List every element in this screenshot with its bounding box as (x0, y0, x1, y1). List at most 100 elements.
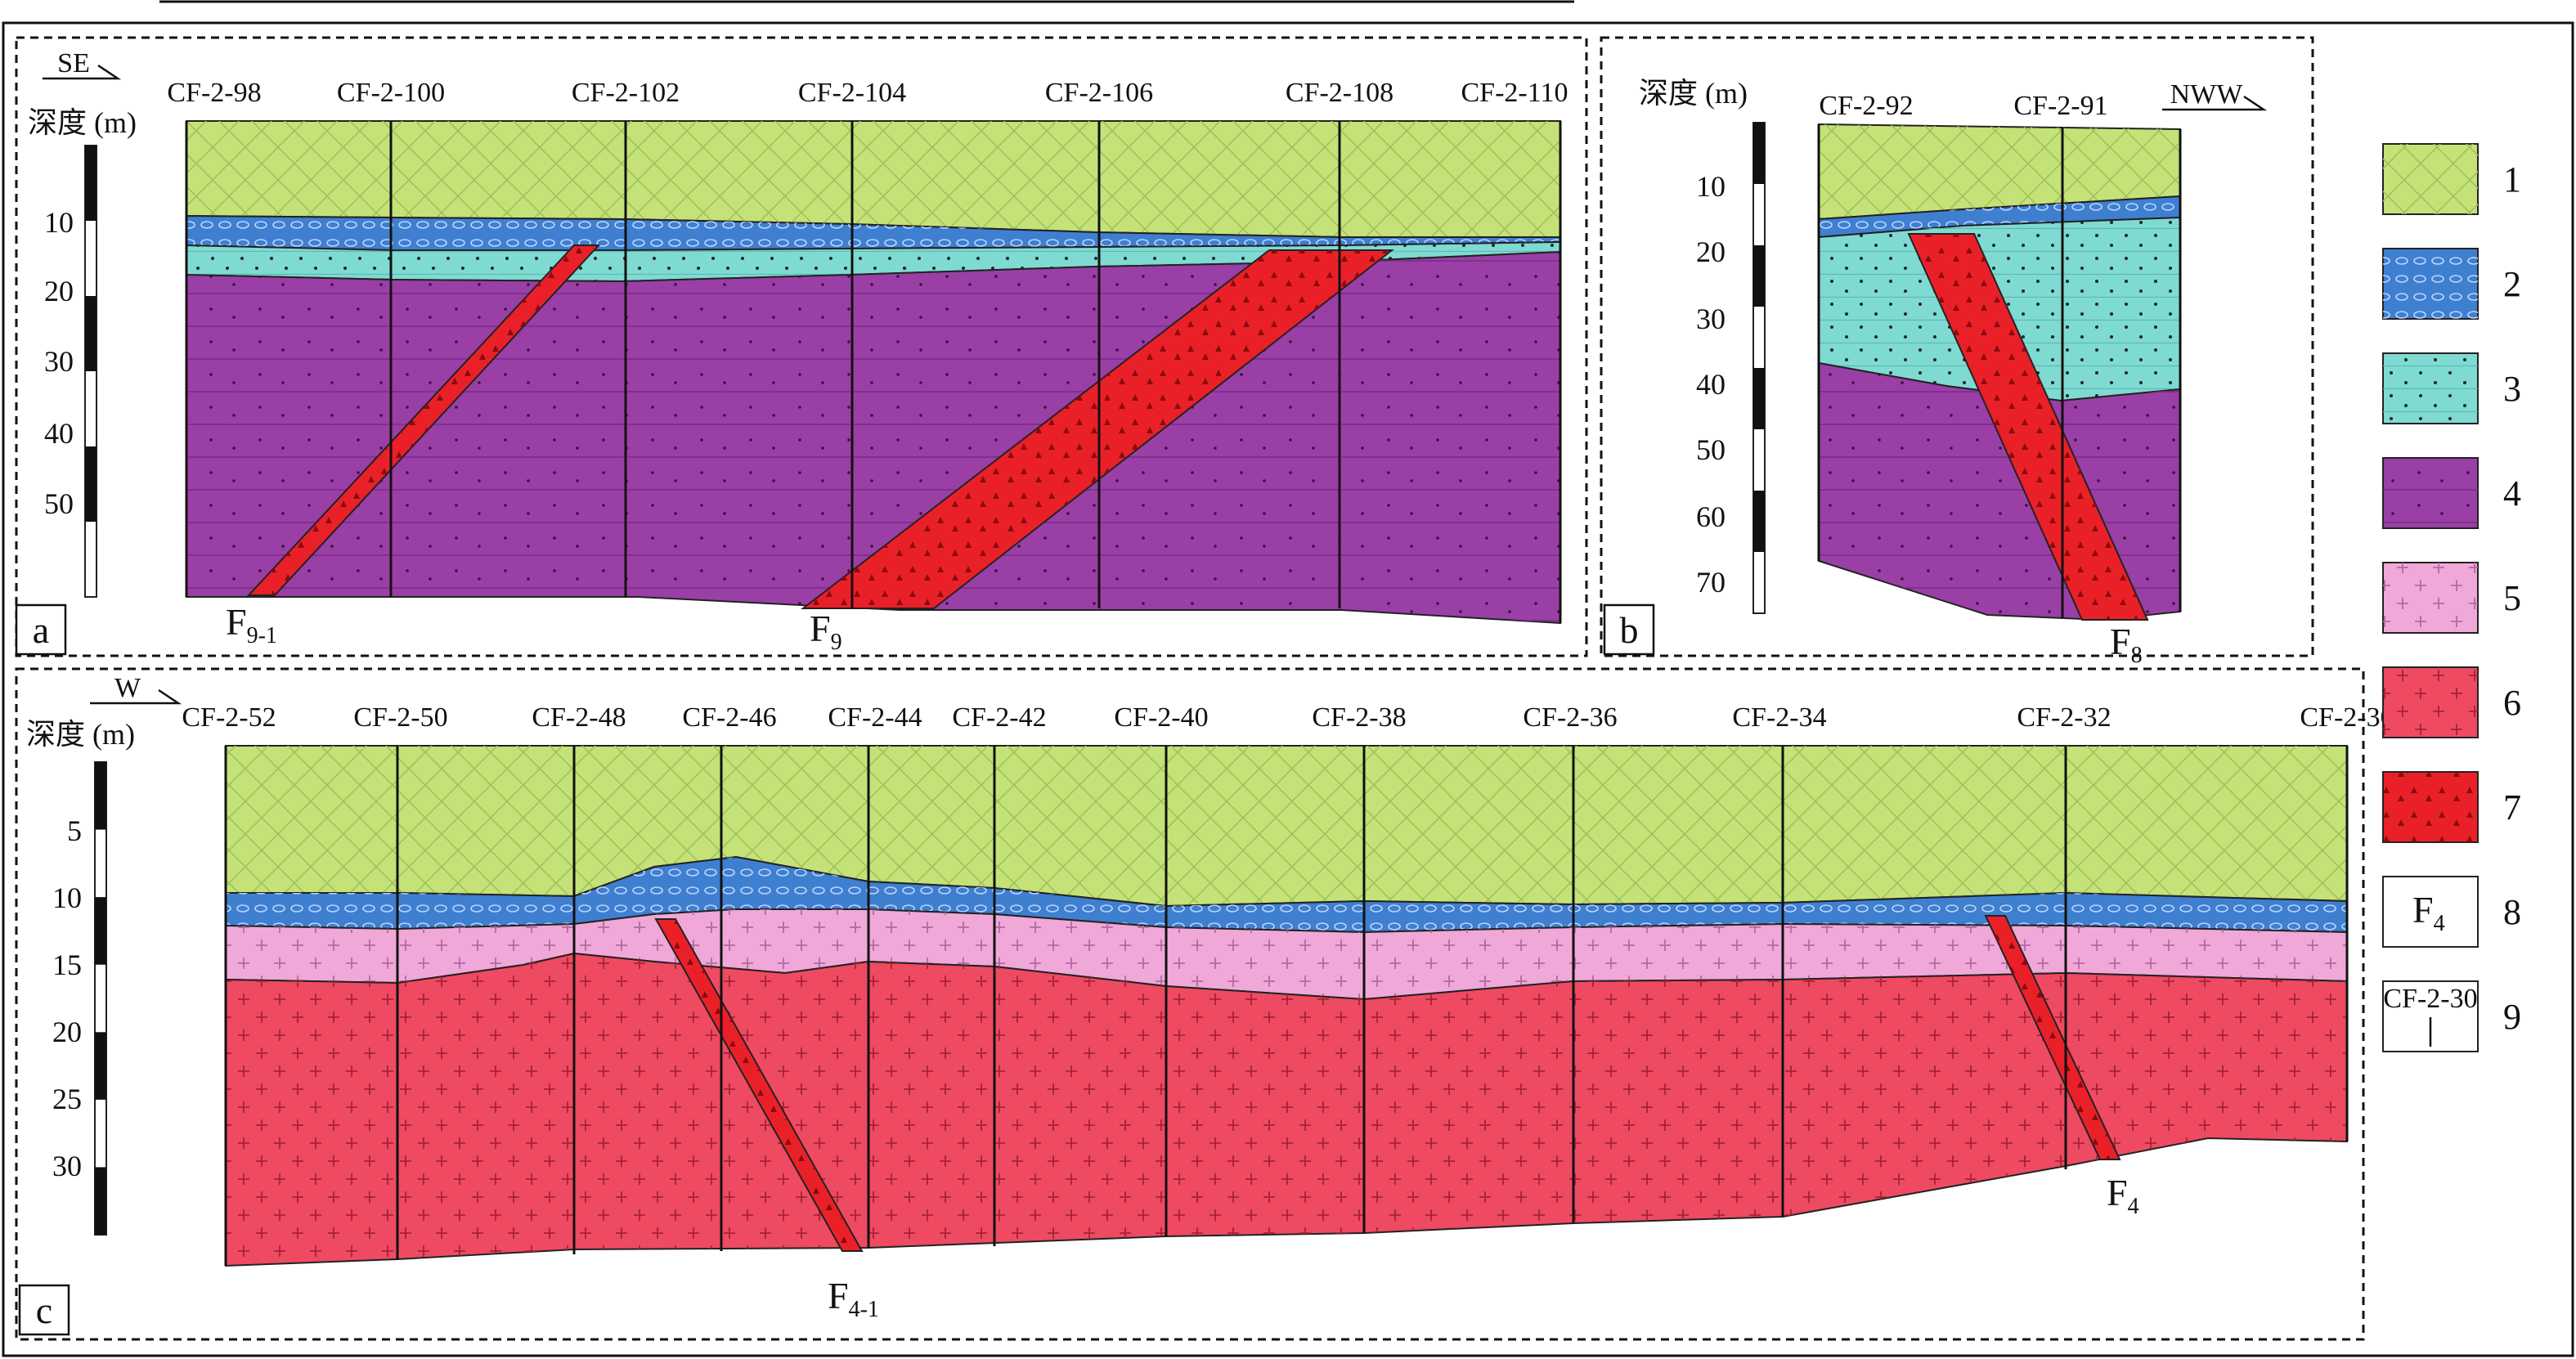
legend-item-1: 1 (2382, 143, 2521, 215)
panel-c-borehole-label: CF-2-32 (2017, 702, 2111, 733)
panel-c-fault-f4-1 (654, 918, 864, 1252)
panel-c-depth-bar (94, 761, 107, 1236)
panel-c-depth-tick: 25 (52, 1083, 82, 1115)
panel-a-borehole-label: CF-2-104 (798, 78, 906, 108)
legend-item-6: 6 (2382, 666, 2521, 738)
panel-b-tag-box (1603, 603, 1655, 656)
legend-number-4: 4 (2503, 473, 2521, 514)
panel-b-depth-label: 深度 (m) (1639, 77, 1748, 110)
panel-c-depth-tick: 20 (52, 1016, 82, 1048)
panel-b-depth-tick: 10 (1696, 170, 1726, 203)
panel-b-depth-tick: 70 (1696, 566, 1726, 599)
panel-a-depth-tick: 50 (44, 487, 74, 520)
legend-number-8: 8 (2503, 892, 2521, 932)
panel-c-borehole-label: CF-2-36 (1523, 702, 1617, 733)
panel-b-depth-bar (1752, 122, 1766, 614)
legend: 1 2 3 4 5 6 7 F4 8 CF-2-30 9 (2382, 143, 2521, 1052)
panel-a-depth-label: 深度 (m) (28, 106, 137, 139)
panel-c-borehole-label: CF-2-30 (2300, 702, 2394, 733)
panel-b-depth-tick: 50 (1696, 433, 1726, 466)
legend-swatch-8 (2382, 876, 2479, 948)
panel-c-borehole-label: CF-2-40 (1114, 702, 1208, 733)
panel-a-tag: a (33, 609, 49, 651)
legend-item-8: F4 8 (2382, 876, 2521, 948)
panel-c-borehole-label: CF-2-44 (828, 702, 922, 733)
panel-a-borehole-label: CF-2-102 (572, 78, 680, 108)
panel-a-borehole-label: CF-2-98 (167, 78, 261, 108)
panel-c-direction: W (90, 673, 182, 705)
panel-b-borehole-label: CF-2-91 (2013, 91, 2107, 121)
panel-b-depth-tick: 60 (1696, 500, 1726, 533)
panel-a-frame (15, 36, 1588, 657)
panel-c-depth-label: 深度 (m) (26, 718, 135, 751)
panel-c-fault-f4 (1984, 915, 2121, 1160)
panel-a-depth-tick: 30 (44, 345, 74, 378)
panel-c-depth-tick: 10 (52, 881, 82, 914)
panel-b-direction: NWW (2162, 79, 2268, 111)
panel-c-layer-1 (225, 745, 2348, 908)
panel-a-borehole-label: CF-2-106 (1045, 78, 1153, 108)
panel-a-borehole-label: CF-2-100 (337, 78, 445, 108)
panel-c-borehole-label: CF-2-50 (353, 702, 447, 733)
legend-borehole-symbol: CF-2-30 (2383, 984, 2477, 1014)
panel-c-borehole-label: CF-2-52 (182, 702, 276, 733)
outer-frame (2, 21, 2574, 1357)
legend-number-9: 9 (2503, 997, 2521, 1037)
panel-a-depth-tick: 20 (44, 275, 74, 307)
legend-item-9: CF-2-30 9 (2382, 980, 2521, 1052)
panel-c-frame (15, 667, 2365, 1341)
panel-b-layer-1 (1818, 123, 2181, 221)
panel-c-direction-label: W (114, 673, 141, 703)
legend-item-4: 4 (2382, 457, 2521, 529)
panel-a-borehole-label: CF-2-108 (1286, 78, 1393, 108)
panel-c-borehole-label: CF-2-38 (1312, 702, 1406, 733)
panel-b-depth-tick: 30 (1696, 303, 1726, 335)
panel-b-borehole-label: CF-2-92 (1819, 91, 1913, 121)
panel-c-borehole-label: CF-2-46 (682, 702, 776, 733)
legend-item-5: 5 (2382, 562, 2521, 634)
panel-c-borehole-label: CF-2-34 (1732, 702, 1826, 733)
legend-number-7: 7 (2503, 787, 2521, 828)
legend-swatch-9 (2382, 980, 2479, 1052)
legend-number-5: 5 (2503, 578, 2521, 618)
panel-c-fault-label-f4: F4 (2107, 1172, 2139, 1219)
panel-c-tag: c (36, 1289, 52, 1331)
legend-number-6: 6 (2503, 683, 2521, 723)
panel-c-depth-tick: 15 (52, 949, 82, 981)
panel-c-borehole-label: CF-2-48 (532, 702, 626, 733)
panel-b-fault-f8 (1907, 233, 2149, 621)
panel-a-direction-label: SE (57, 48, 90, 78)
legend-number-1: 1 (2503, 159, 2521, 200)
panel-b-depth-tick: 40 (1696, 368, 1726, 401)
panel-a-tag-box (15, 603, 67, 656)
panel-c-cross-section: CF-2-52 CF-2-50 CF-2-48 CF-2-46 CF-2-44 CF-2-… (15, 667, 2394, 1341)
legend-number-3: 3 (2503, 369, 2521, 409)
legend-item-7: 7 (2382, 771, 2521, 843)
panel-a-fault-label-f9-1: F9-1 (226, 601, 277, 648)
panel-a-cross-section: CF-2-98 CF-2-100 CF-2-102 CF-2-104 CF-2-106 C… (15, 36, 1588, 657)
panel-a-depth-tick: 10 (44, 206, 74, 239)
panel-c-borehole-label: CF-2-42 (952, 702, 1046, 733)
panel-b-depth-tick: 20 (1696, 235, 1726, 268)
panel-b-cross-section: CF-2-92 CF-2-91 NWW 深度 (m) 10 20 30 40 50 60 70 b F8 (1600, 36, 2314, 668)
panel-a-depth-tick: 40 (44, 417, 74, 450)
panel-a-fault-label-f9: F9 (810, 608, 842, 655)
panel-a-direction: SE (43, 48, 122, 80)
panel-c-tag-box (18, 1284, 70, 1336)
legend-number-2: 2 (2503, 264, 2521, 304)
panel-b-frame (1600, 36, 2314, 657)
legend-item-3: 3 (2382, 352, 2521, 424)
panel-b-direction-label: NWW (2170, 79, 2244, 110)
panel-a-depth-bar (84, 145, 97, 598)
panel-a-fault-f9 (801, 249, 1394, 609)
panel-a-fault-f9-1 (246, 244, 601, 596)
panel-c-layer-6 (225, 952, 2348, 1267)
panel-b-tag: b (1620, 609, 1639, 651)
panel-b-fault-label-f8: F8 (2110, 621, 2143, 668)
legend-item-2: 2 (2382, 248, 2521, 320)
panel-a-borehole-label: CF-2-110 (1461, 78, 1568, 108)
panel-c-depth-tick: 5 (67, 814, 82, 847)
panel-c-depth-tick: 30 (52, 1150, 82, 1182)
